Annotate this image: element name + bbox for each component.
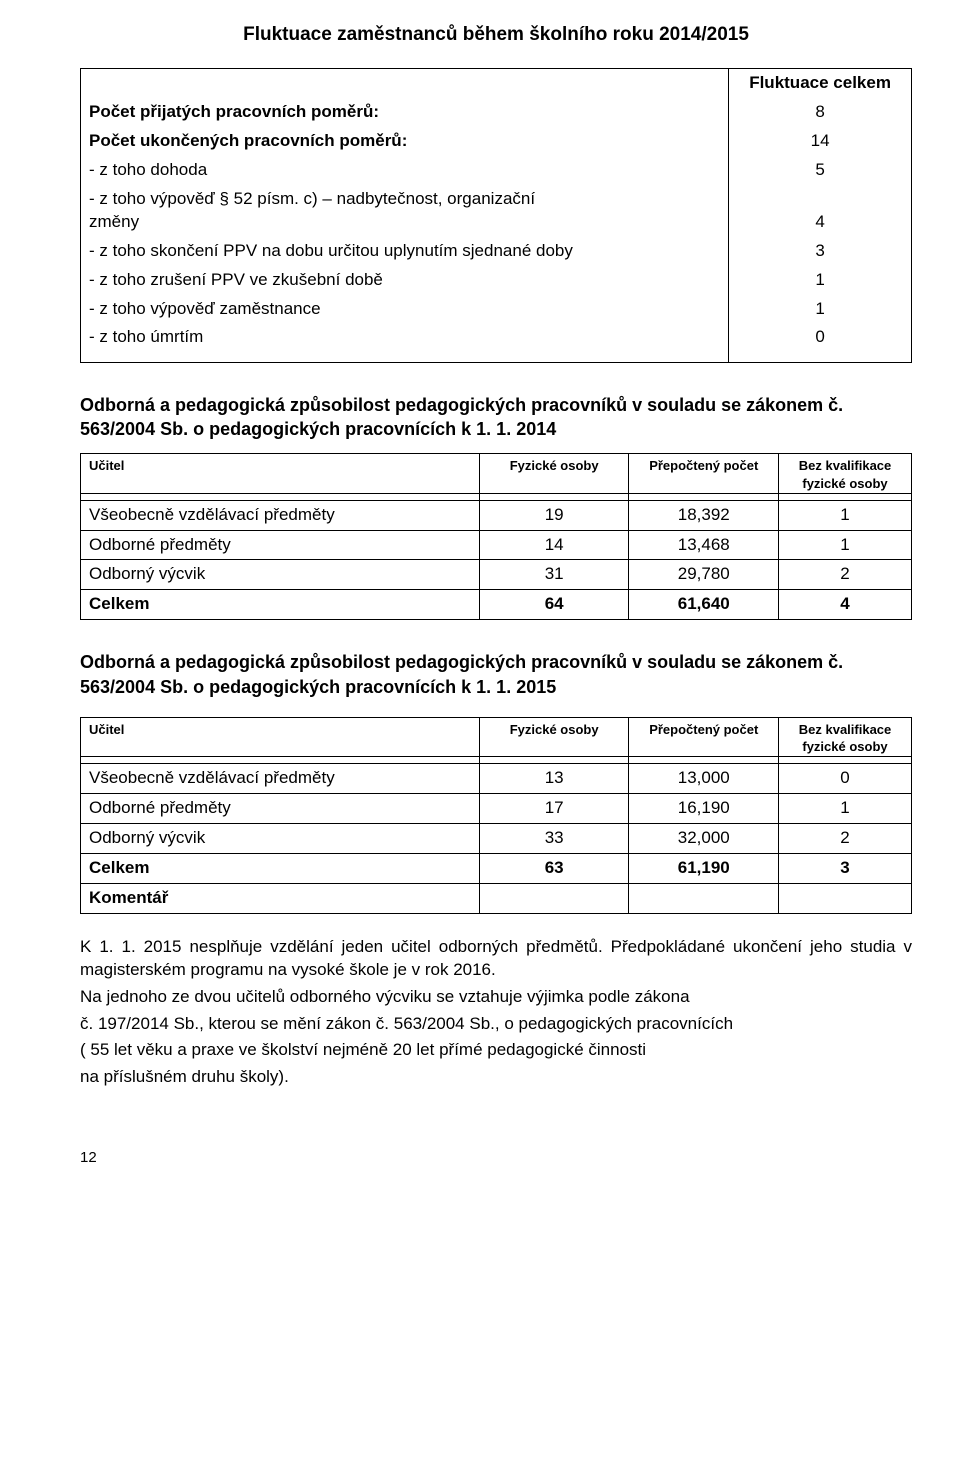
table-row-label: Odborné předměty bbox=[81, 793, 480, 823]
table-cell: 31 bbox=[479, 560, 629, 590]
table-row-label: Celkem bbox=[81, 590, 480, 620]
table-header: Přepočtený počet bbox=[629, 454, 779, 493]
table-row-label: Všeobecně vzdělávací předměty bbox=[81, 500, 480, 530]
page-title: Fluktuace zaměstnanců během školního rok… bbox=[80, 24, 912, 46]
table-header: Učitel bbox=[81, 454, 480, 493]
commentary-line: č. 197/2014 Sb., kterou se mění zákon č.… bbox=[80, 1013, 912, 1036]
fluct-row-value: 3 bbox=[729, 237, 912, 266]
table-row-label: Všeobecně vzdělávací předměty bbox=[81, 764, 480, 794]
table-header: Učitel bbox=[81, 717, 480, 756]
fluct-row-label: - z toho výpověď zaměstnance bbox=[81, 295, 729, 324]
fluct-row-label: Počet přijatých pracovních poměrů: bbox=[81, 98, 729, 127]
table-cell: 14 bbox=[479, 530, 629, 560]
table-cell: 1 bbox=[779, 500, 912, 530]
table-header: Fyzické osoby bbox=[479, 454, 629, 493]
table-cell: 19 bbox=[479, 500, 629, 530]
page-number: 12 bbox=[80, 1149, 912, 1166]
table-cell: 61,190 bbox=[629, 853, 779, 883]
fluct-row-label: - z toho zrušení PPV ve zkušební době bbox=[81, 266, 729, 295]
fluct-row-label: - z toho úmrtím bbox=[81, 323, 729, 352]
table-cell: 18,392 bbox=[629, 500, 779, 530]
section-heading-2014: Odborná a pedagogická způsobilost pedago… bbox=[80, 393, 912, 442]
commentary-line: Na jednoho ze dvou učitelů odborného výc… bbox=[80, 986, 912, 1009]
table-row-label: Odborný výcvik bbox=[81, 560, 480, 590]
komentar-label: Komentář bbox=[81, 883, 480, 913]
fluct-row-value: 4 bbox=[729, 185, 912, 237]
qualification-table-2014: Učitel Fyzické osoby Přepočtený počet Be… bbox=[80, 453, 912, 620]
table-cell: 29,780 bbox=[629, 560, 779, 590]
table-header-sub: fyzické osoby bbox=[787, 475, 903, 493]
table-cell: 13 bbox=[479, 764, 629, 794]
table-row-label: Odborné předměty bbox=[81, 530, 480, 560]
table-cell: 3 bbox=[779, 853, 912, 883]
fluct-row-value: 14 bbox=[729, 127, 912, 156]
fluct-header-right: Fluktuace celkem bbox=[729, 69, 912, 98]
table-header: Bez kvalifikace bbox=[787, 457, 903, 475]
table-cell: 61,640 bbox=[629, 590, 779, 620]
table-header: Přepočtený počet bbox=[629, 717, 779, 756]
table-cell: 63 bbox=[479, 853, 629, 883]
table-header: Fyzické osoby bbox=[479, 717, 629, 756]
commentary-block: K 1. 1. 2015 nesplňuje vzdělání jeden uč… bbox=[80, 936, 912, 1090]
table-header: Bez kvalifikace bbox=[787, 721, 903, 739]
table-cell: 2 bbox=[779, 560, 912, 590]
table-cell: 32,000 bbox=[629, 823, 779, 853]
fluct-row-value: 1 bbox=[729, 266, 912, 295]
fluct-row-label: Počet ukončených pracovních poměrů: bbox=[81, 127, 729, 156]
fluct-row-label: - z toho dohoda bbox=[81, 156, 729, 185]
table-cell: 16,190 bbox=[629, 793, 779, 823]
commentary-line: K 1. 1. 2015 nesplňuje vzdělání jeden uč… bbox=[80, 936, 912, 982]
table-cell: 64 bbox=[479, 590, 629, 620]
table-cell: 17 bbox=[479, 793, 629, 823]
table-cell: 13,468 bbox=[629, 530, 779, 560]
table-cell: 13,000 bbox=[629, 764, 779, 794]
table-row-label: Odborný výcvik bbox=[81, 823, 480, 853]
commentary-line: ( 55 let věku a praxe ve školství nejmén… bbox=[80, 1039, 912, 1062]
table-cell: 4 bbox=[779, 590, 912, 620]
table-row-label: Celkem bbox=[81, 853, 480, 883]
fluct-row-label: - z toho výpověď § 52 písm. c) – nadbyte… bbox=[81, 185, 729, 237]
commentary-line: na příslušném druhu školy). bbox=[80, 1066, 912, 1089]
table-cell: 33 bbox=[479, 823, 629, 853]
table-cell: 0 bbox=[779, 764, 912, 794]
fluct-row-value: 8 bbox=[729, 98, 912, 127]
fluct-row-value: 0 bbox=[729, 323, 912, 352]
table-cell: 1 bbox=[779, 793, 912, 823]
table-header-sub: fyzické osoby bbox=[787, 738, 903, 756]
fluctuation-table: Fluktuace celkem Počet přijatých pracovn… bbox=[80, 68, 912, 363]
section-heading-2015: Odborná a pedagogická způsobilost pedago… bbox=[80, 650, 912, 699]
fluct-row-value: 1 bbox=[729, 295, 912, 324]
fluct-row-value: 5 bbox=[729, 156, 912, 185]
qualification-table-2015: Učitel Fyzické osoby Přepočtený počet Be… bbox=[80, 717, 912, 914]
table-cell: 2 bbox=[779, 823, 912, 853]
table-cell: 1 bbox=[779, 530, 912, 560]
fluct-row-label: - z toho skončení PPV na dobu určitou up… bbox=[81, 237, 729, 266]
